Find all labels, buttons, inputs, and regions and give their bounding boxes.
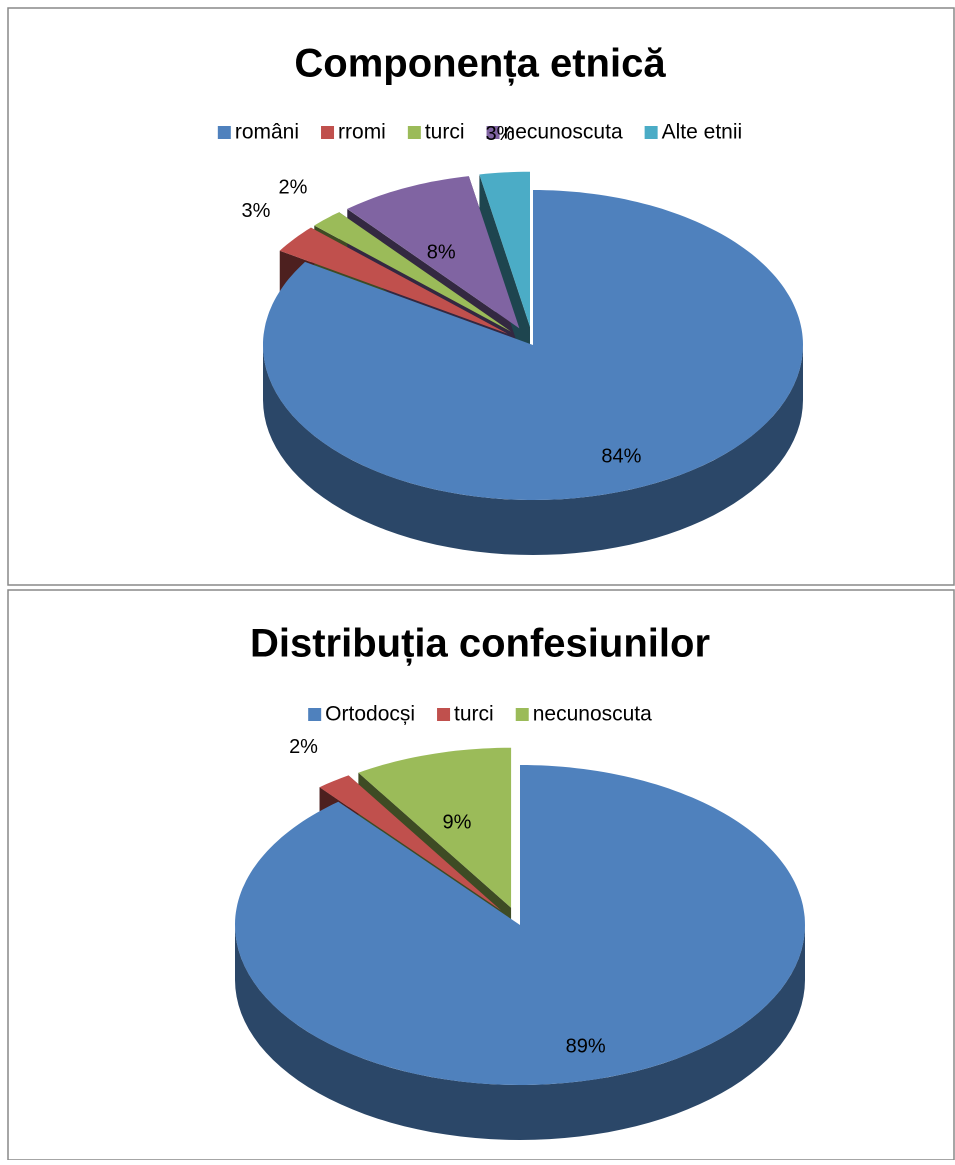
legend-swatch bbox=[407, 126, 421, 139]
slice bbox=[479, 171, 530, 327]
legend-swatch bbox=[515, 708, 529, 721]
data-label: 3% bbox=[486, 123, 515, 145]
legend-label: necunoscuta bbox=[533, 703, 652, 726]
slice bbox=[263, 190, 803, 500]
legend-label: Alte etnii bbox=[662, 121, 743, 144]
legend-swatch bbox=[486, 126, 500, 139]
data-label: 89% bbox=[566, 1036, 606, 1058]
chart-title: Componența etnică bbox=[294, 42, 666, 86]
legend-label: turci bbox=[425, 121, 465, 144]
legend-swatch bbox=[321, 126, 335, 139]
slice-side bbox=[263, 345, 803, 555]
legend-swatch bbox=[308, 708, 322, 721]
chart-title: Distribuția confesiunilor bbox=[250, 622, 710, 666]
slice-side bbox=[235, 925, 805, 1140]
legend-label: necunoscuta bbox=[504, 121, 623, 144]
data-label: 9% bbox=[443, 812, 472, 834]
legend-swatch bbox=[217, 126, 231, 139]
legend-label: Ortodocși bbox=[325, 703, 415, 726]
legend-label: români bbox=[235, 121, 299, 144]
data-label: 84% bbox=[601, 446, 641, 468]
slice bbox=[314, 212, 512, 332]
legend-label: turci bbox=[454, 703, 494, 726]
legend: Ortodocși turci necunoscuta bbox=[308, 703, 652, 726]
slice bbox=[279, 227, 508, 334]
data-label: 2% bbox=[289, 736, 318, 758]
legend: români rromi turci necunoscuta Alte etnii bbox=[217, 121, 743, 144]
legend-swatch bbox=[437, 708, 451, 721]
slice bbox=[235, 765, 805, 1085]
legend-label: rromi bbox=[338, 121, 386, 144]
data-label: 8% bbox=[427, 241, 456, 263]
data-label: 3% bbox=[242, 200, 271, 222]
slice bbox=[358, 747, 512, 908]
slice bbox=[319, 775, 502, 911]
data-label: 2% bbox=[279, 177, 308, 199]
chart: Distribuția confesiunilor Ortodocși turci n… bbox=[7, 589, 955, 1161]
slice-face bbox=[479, 174, 530, 382]
legend-swatch bbox=[644, 126, 658, 139]
chart: Componența etnică români rromi turci necunos… bbox=[7, 7, 955, 586]
slice bbox=[347, 176, 520, 329]
